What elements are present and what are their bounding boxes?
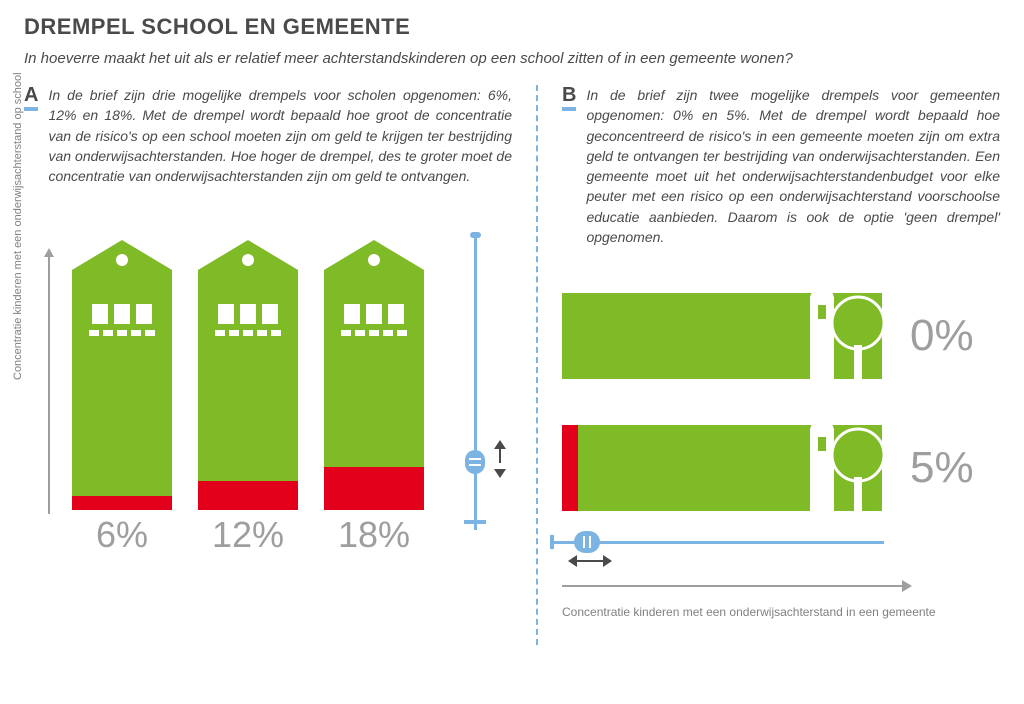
bar-green-segment bbox=[198, 270, 298, 481]
chart-b-bar-5: 5% bbox=[562, 425, 1000, 511]
chart-a: Concentratie kinderen met een onderwijsa… bbox=[24, 216, 512, 556]
church-tree-icon bbox=[798, 249, 884, 379]
chart-b-bar-0: 0% bbox=[562, 293, 1000, 379]
threshold-slider-vertical[interactable] bbox=[468, 234, 482, 514]
chart-b-x-axis bbox=[562, 581, 914, 599]
panel-a-letter: A bbox=[24, 85, 38, 111]
bar-label: 12% bbox=[212, 514, 284, 556]
chart-a-bar-18: 18% bbox=[324, 240, 424, 556]
bar-red-segment bbox=[562, 425, 578, 511]
school-windows-icon bbox=[82, 304, 162, 324]
roof-window-icon bbox=[242, 254, 254, 266]
roof-window-icon bbox=[116, 254, 128, 266]
panel-b-letter: B bbox=[562, 85, 576, 111]
church-tree-icon bbox=[798, 381, 884, 511]
bar-green-segment bbox=[324, 270, 424, 467]
school-windows-small-icon bbox=[208, 330, 288, 336]
roof-window-icon bbox=[368, 254, 380, 266]
slider-thumb-icon[interactable] bbox=[465, 450, 485, 474]
bar-green-segment bbox=[578, 425, 882, 511]
slider-crossbar-icon bbox=[464, 520, 486, 524]
chart-b: 0% bbox=[562, 293, 1000, 621]
bar-label: 5% bbox=[910, 443, 1000, 493]
column-divider bbox=[536, 85, 538, 645]
school-windows-small-icon bbox=[82, 330, 162, 336]
bar-green-segment bbox=[562, 293, 882, 379]
slider-endcap-icon bbox=[550, 535, 554, 549]
slider-endcap-icon bbox=[470, 232, 481, 238]
bar-red-segment bbox=[324, 467, 424, 510]
bar-label: 6% bbox=[96, 514, 148, 556]
chart-a-bar-12: 12% bbox=[198, 240, 298, 556]
page-title: DREMPEL SCHOOL EN GEMEENTE bbox=[24, 14, 1000, 40]
bar-red-segment bbox=[72, 496, 172, 510]
slider-leftright-arrows-icon bbox=[568, 555, 1000, 567]
bar-label: 0% bbox=[910, 311, 1000, 361]
slider-track-icon bbox=[552, 541, 884, 544]
bar-label: 18% bbox=[338, 514, 410, 556]
columns: A In de brief zijn drie mogelijke drempe… bbox=[24, 85, 1000, 645]
chart-a-bars: 6% 12% bbox=[72, 240, 424, 556]
chart-a-bar-6: 6% bbox=[72, 240, 172, 556]
bar-red-segment bbox=[198, 481, 298, 510]
panel-b: B In de brief zijn twee mogelijke drempe… bbox=[544, 85, 1000, 645]
school-windows-icon bbox=[208, 304, 288, 324]
chart-a-y-axis bbox=[48, 256, 50, 514]
panel-a-text: In de brief zijn drie mogelijke drempels… bbox=[48, 85, 512, 186]
slider-updown-arrows-icon bbox=[492, 440, 508, 484]
chart-b-x-axis-label: Concentratie kinderen met een onderwijsa… bbox=[562, 605, 1000, 621]
slider-thumb-icon[interactable] bbox=[574, 531, 600, 553]
panel-b-text: In de brief zijn twee mogelijke drempels… bbox=[586, 85, 1000, 247]
page-subtitle: In hoeverre maakt het uit als er relatie… bbox=[24, 50, 1000, 67]
school-windows-icon bbox=[334, 304, 414, 324]
slider-track-icon bbox=[474, 234, 477, 530]
threshold-slider-horizontal[interactable] bbox=[562, 533, 882, 551]
panel-a: A In de brief zijn drie mogelijke drempe… bbox=[24, 85, 530, 645]
school-windows-small-icon bbox=[334, 330, 414, 336]
